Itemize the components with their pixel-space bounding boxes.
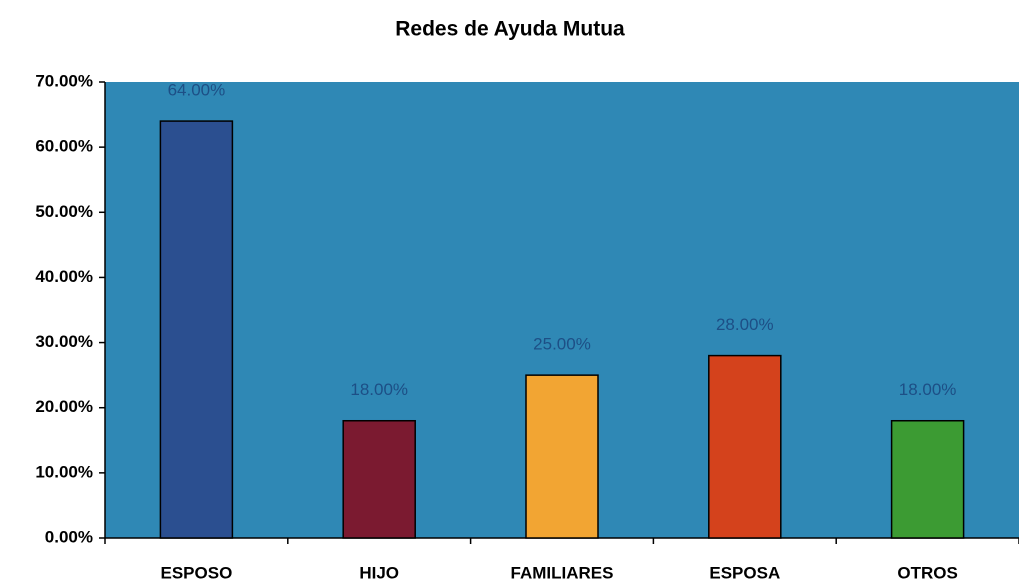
bar [342,419,416,539]
chart-title: Redes de Ayuda Mutua [395,18,625,41]
x-tick-label: OTROS [897,563,957,582]
y-tick-label: 60.00% [35,137,93,156]
y-tick-label: 50.00% [35,202,93,221]
data-label: 64.00% [168,81,226,100]
y-tick-label: 70.00% [35,71,93,90]
bar [525,374,599,539]
bar [708,354,782,539]
data-label: 18.00% [899,380,957,399]
data-label: 28.00% [716,315,774,334]
x-tick-label: HIJO [359,563,399,582]
bar [159,120,234,539]
x-tick-label: ESPOSO [160,563,232,582]
x-tick-label: ESPOSA [709,563,780,582]
y-tick-label: 10.00% [35,462,93,481]
data-label: 18.00% [350,380,408,399]
data-label: 25.00% [533,335,591,354]
y-tick-label: 40.00% [35,267,93,286]
bar [890,419,965,539]
y-tick-label: 30.00% [35,332,93,351]
y-tick-label: 0.00% [45,527,93,546]
x-tick-label: FAMILIARES [511,563,614,582]
y-tick-label: 20.00% [35,397,93,416]
